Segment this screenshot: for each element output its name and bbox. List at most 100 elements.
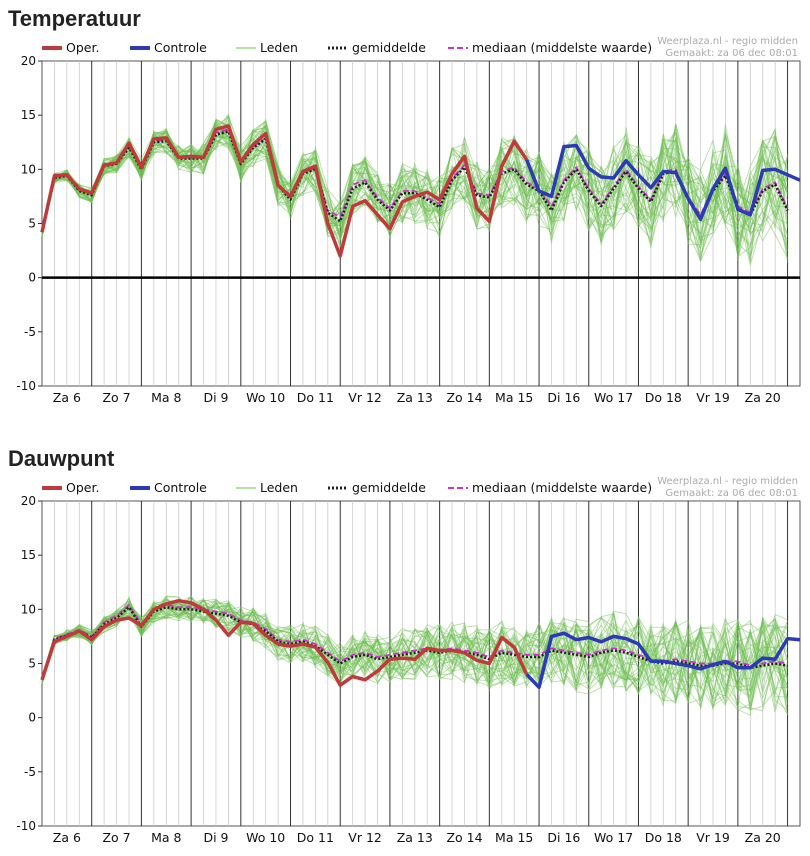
- ensemble-member-line: [41, 123, 789, 261]
- ensemble-member-line: [41, 597, 789, 702]
- y-tick-label: 5: [28, 217, 36, 231]
- x-tick-label: Za 13: [397, 390, 433, 405]
- ensemble-member-line: [41, 603, 788, 711]
- ensemble-member-line: [41, 598, 789, 713]
- x-tick-label: Vr 12: [348, 830, 382, 845]
- ensemble-member-line: [41, 123, 789, 250]
- x-tick-label: Do 11: [297, 830, 334, 845]
- ensemble-member-line: [41, 118, 789, 244]
- ensemble-member-line: [41, 121, 789, 252]
- ensemble-member-line: [41, 606, 789, 707]
- x-tick-label: Wo 17: [594, 390, 633, 405]
- y-tick-label: 15: [21, 548, 36, 562]
- ensemble-member-line: [41, 122, 788, 258]
- ensemble-member-line: [41, 121, 789, 252]
- ensemble-member-line: [41, 123, 789, 249]
- ensemble-members: [41, 113, 789, 266]
- y-tick-label: 10: [21, 602, 36, 616]
- ensemble-member-line: [41, 134, 789, 263]
- ensemble-member-line: [41, 133, 789, 261]
- ensemble-member-line: [41, 115, 789, 246]
- y-tick-label: 20: [21, 54, 36, 68]
- legend-label-gemiddelde: gemiddelde: [352, 40, 426, 55]
- ensemble-member-line: [41, 119, 788, 266]
- ensemble-member-line: [41, 123, 789, 261]
- x-tick-label: Di 16: [547, 390, 580, 405]
- x-tick-label: Di 9: [203, 830, 228, 845]
- ensemble-member-line: [41, 605, 789, 695]
- x-tick-label: Ma 15: [495, 390, 533, 405]
- legend-label-leden: Leden: [260, 40, 298, 55]
- temperature-panel: Temperatuur Oper. Controle Leden gemiddelde…: [0, 0, 810, 420]
- y-tick-label: -10: [16, 379, 36, 393]
- legend-label-leden: Leden: [260, 480, 298, 495]
- ensemble-member-line: [41, 114, 789, 247]
- ensemble-member-line: [41, 118, 789, 246]
- ensemble-member-line: [41, 121, 788, 245]
- ensemble-member-line: [41, 122, 788, 264]
- ensemble-member-line: [41, 596, 789, 708]
- x-tick-label: Wo 10: [246, 390, 285, 405]
- series-line-oper: [40, 598, 529, 687]
- ensemble-member-line: [41, 602, 789, 706]
- credit-source: Weerplaza.nl - regio midden: [657, 36, 798, 47]
- ensemble-member-line: [41, 122, 788, 257]
- ensemble-member-line: [41, 119, 789, 260]
- y-tick-label: 0: [28, 271, 36, 285]
- x-tick-label: Ma 15: [495, 830, 533, 845]
- x-tick-label: Vr 19: [696, 830, 730, 845]
- x-tick-label: Ma 8: [151, 390, 181, 405]
- ensemble-member-line: [41, 599, 789, 694]
- legend-label-oper: Oper.: [66, 40, 99, 55]
- series-line-controle: [525, 631, 801, 690]
- legend-label-oper: Oper.: [66, 480, 99, 495]
- legend-label-mediaan: mediaan (middelste waarde): [472, 40, 652, 55]
- y-tick-label: 15: [21, 108, 36, 122]
- y-tick-label: -10: [16, 819, 36, 833]
- ensemble-member-line: [41, 595, 788, 702]
- y-tick-label: -5: [24, 325, 36, 339]
- ensemble-member-line: [41, 123, 789, 252]
- x-tick-label: Di 16: [547, 830, 580, 845]
- dewpoint-chart: Oper. Controle Leden gemiddelde mediaan (mid…: [16, 476, 801, 845]
- ensemble-member-line: [41, 600, 789, 710]
- x-tick-label: Vr 12: [348, 390, 382, 405]
- series-line-controle: [524, 143, 801, 221]
- x-tick-label: Za 6: [53, 830, 81, 845]
- x-tick-label: Za 13: [397, 830, 433, 845]
- x-tick-label: Za 6: [53, 390, 81, 405]
- x-tick-label: Za 20: [745, 390, 781, 405]
- ensemble-member-line: [41, 119, 789, 262]
- ensemble-member-line: [41, 132, 788, 230]
- legend-label-controle: Controle: [154, 40, 207, 55]
- ensemble-member-line: [41, 598, 789, 716]
- x-tick-label: Wo 10: [246, 830, 285, 845]
- x-tick-label: Do 18: [645, 830, 682, 845]
- plot-area: [41, 60, 801, 387]
- ensemble-member-line: [41, 602, 789, 711]
- ensemble-member-line: [41, 126, 789, 246]
- ensemble-member-line: [41, 601, 789, 715]
- ensemble-member-line: [41, 124, 788, 256]
- ensemble-member-line: [41, 115, 789, 257]
- dewpoint-title: Dauwpunt: [8, 446, 115, 471]
- ensemble-member-line: [41, 117, 789, 241]
- y-tick-label: 0: [28, 711, 36, 725]
- ensemble-member-line: [41, 130, 789, 256]
- ensemble-member-line: [41, 598, 789, 716]
- ensemble-member-line: [41, 115, 789, 251]
- ensemble-member-line: [41, 131, 789, 263]
- temperature-title: Temperatuur: [8, 6, 141, 31]
- x-tick-label: Do 18: [645, 390, 682, 405]
- y-tick-label: 10: [21, 162, 36, 176]
- x-tick-label: Zo 7: [102, 390, 130, 405]
- x-tick-label: Vr 19: [696, 390, 730, 405]
- x-tick-label: Zo 14: [446, 830, 482, 845]
- x-tick-label: Za 20: [745, 830, 781, 845]
- legend-label-mediaan: mediaan (middelste waarde): [472, 480, 652, 495]
- series-line-oper: [40, 124, 529, 258]
- credit-timestamp: Gemaakt: za 06 dec 08:01: [665, 488, 798, 499]
- credit-timestamp: Gemaakt: za 06 dec 08:01: [665, 48, 798, 59]
- y-tick-label: 20: [21, 494, 36, 508]
- legend-label-gemiddelde: gemiddelde: [352, 480, 426, 495]
